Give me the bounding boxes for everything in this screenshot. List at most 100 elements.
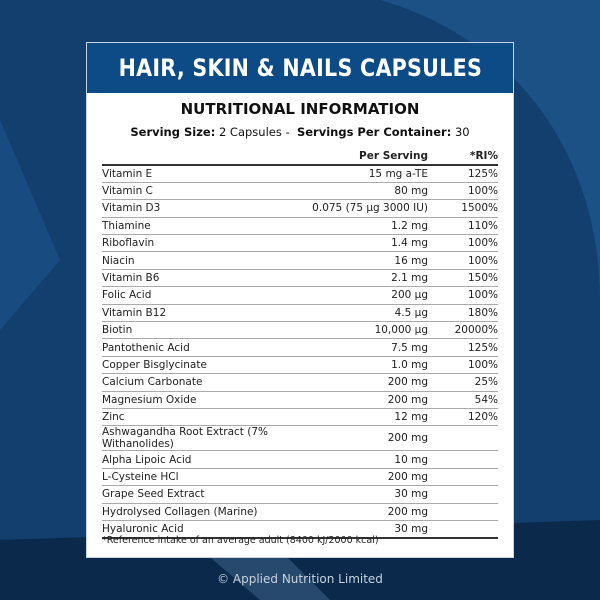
per-serving-value: 16 mg [278,251,428,270]
ri-value: 100% [428,182,498,201]
per-serving-value: 10,000 µg [278,321,428,340]
nutrient-name: Vitamin C [102,182,278,201]
nutrition-label: HAIR, SKIN & NAILS CAPSULES NUTRITIONAL … [86,42,514,558]
nutrient-name: Thiamine [102,217,278,236]
nutrient-name: Calcium Carbonate [102,373,278,392]
serving-size-value: 2 Capsules - [218,125,290,139]
nutrient-name: Zinc [102,408,278,427]
ri-value: 20000% [428,321,498,340]
nutrient-name: Pantothenic Acid [102,338,278,357]
per-serving-value: 1.2 mg [278,217,428,236]
per-serving-value: 200 mg [278,373,428,392]
table-row: Riboflavin 1.4 mg 100% [102,234,498,253]
table-row: Vitamin E 15 mg a-TE 125% [102,165,498,183]
footnote: *Reference intake of an average adult (8… [102,535,379,546]
nutrient-name: Grape Seed Extract [102,485,278,504]
header-nutrient [102,148,278,166]
table-row: Thiamine 1.2 mg 110% [102,217,498,236]
nutrient-name: Copper Bisglycinate [102,356,278,375]
per-serving-value: 7.5 mg [278,338,428,357]
nutrient-name: Vitamin B6 [102,269,278,288]
ri-value: 110% [428,217,498,236]
table-row: Vitamin B12 4.5 µg 180% [102,304,498,323]
product-title: HAIR, SKIN & NAILS CAPSULES [118,54,482,82]
table-row: Ashwagandha Root Extract (7% Withanolide… [102,425,498,452]
nutrient-name: Magnesium Oxide [102,391,278,409]
nutrient-name: Vitamin B12 [102,304,278,323]
ri-value [428,450,498,469]
per-serving-value: 200 mg [278,391,428,409]
nutrient-name: Niacin [102,251,278,270]
nutrient-name: Vitamin D3 [102,199,278,218]
per-serving-value: 0.075 (75 µg 3000 IU) [278,199,428,218]
table-row: Vitamin B6 2.1 mg 150% [102,269,498,288]
table-row: Vitamin D3 0.075 (75 µg 3000 IU) 1500% [102,199,498,218]
table-row: Calcium Carbonate 200 mg 25% [102,373,498,392]
title-band: HAIR, SKIN & NAILS CAPSULES [87,43,513,93]
table-row: Grape Seed Extract 30 mg [102,485,498,504]
nutrient-name: L-Cysteine HCl [102,468,278,487]
ri-value: 125% [428,165,498,183]
ri-value [428,503,498,521]
per-serving-value: 200 mg [278,468,428,487]
per-serving-value: 2.1 mg [278,269,428,288]
per-serving-value: 12 mg [278,408,428,427]
per-serving-value: 10 mg [278,450,428,469]
nutrient-name: Biotin [102,321,278,340]
table-row: Hyaluronic Acid 30 mg [102,520,498,539]
table-row: Hydrolysed Collagen (Marine) 200 mg [102,503,498,521]
per-serving-value: 80 mg [278,182,428,201]
nutrient-name: Vitamin E [102,165,278,183]
per-serving-value: 1.0 mg [278,356,428,375]
copyright: © Applied Nutrition Limited [217,572,383,586]
nutrient-name: Ashwagandha Root Extract (7% Withanolide… [102,425,278,452]
ri-value: 100% [428,286,498,305]
per-serving-value: 15 mg a-TE [278,165,428,183]
ri-value: 150% [428,269,498,288]
section-heading: NUTRITIONAL INFORMATION [180,100,420,118]
nutrient-name: Hyaluronic Acid [102,520,278,539]
header-per-serving: Per Serving [278,148,428,166]
per-serving-value: 200 mg [278,503,428,521]
ri-value: 100% [428,356,498,375]
header-ri: *RI% [428,148,498,166]
table-row: Niacin 16 mg 100% [102,251,498,270]
ri-value [428,520,498,539]
table-header-row: Per Serving *RI% [102,148,498,166]
per-serving-value: 200 mg [278,425,428,452]
table-row: Folic Acid 200 µg 100% [102,286,498,305]
nutrition-table: Per Serving *RI% Vitamin E 15 mg a-TE 125%… [102,148,498,539]
per-serving-value: 200 µg [278,286,428,305]
ri-value: 120% [428,408,498,427]
table-row: Magnesium Oxide 200 mg 54% [102,391,498,409]
per-serving-value: 30 mg [278,485,428,504]
serving-size-label: Serving Size: [130,125,216,139]
table-row: Biotin 10,000 µg 20000% [102,321,498,340]
nutrient-name: Riboflavin [102,234,278,253]
per-serving-value: 30 mg [278,520,428,539]
ri-value [428,425,498,452]
servings-per-container-label: Servings Per Container: [296,125,452,139]
nutrient-name: Folic Acid [102,286,278,305]
serving-info: Serving Size: 2 Capsules - Servings Per … [87,125,513,139]
per-serving-value: 1.4 mg [278,234,428,253]
ri-value: 100% [428,251,498,270]
table-row: Copper Bisglycinate 1.0 mg 100% [102,356,498,375]
servings-per-container-value: 30 [454,125,470,139]
table-row: Zinc 12 mg 120% [102,408,498,427]
ri-value [428,468,498,487]
table-row: Alpha Lipoic Acid 10 mg [102,450,498,469]
ri-value [428,485,498,504]
nutrient-name: Hydrolysed Collagen (Marine) [102,503,278,521]
ri-value: 125% [428,338,498,357]
table-row: L-Cysteine HCl 200 mg [102,468,498,487]
ri-value: 180% [428,304,498,323]
ri-value: 1500% [428,199,498,218]
ri-value: 25% [428,373,498,392]
ri-value: 54% [428,391,498,409]
table-row: Vitamin C 80 mg 100% [102,182,498,201]
ri-value: 100% [428,234,498,253]
table-row: Pantothenic Acid 7.5 mg 125% [102,338,498,357]
per-serving-value: 4.5 µg [278,304,428,323]
nutrient-name: Alpha Lipoic Acid [102,450,278,469]
